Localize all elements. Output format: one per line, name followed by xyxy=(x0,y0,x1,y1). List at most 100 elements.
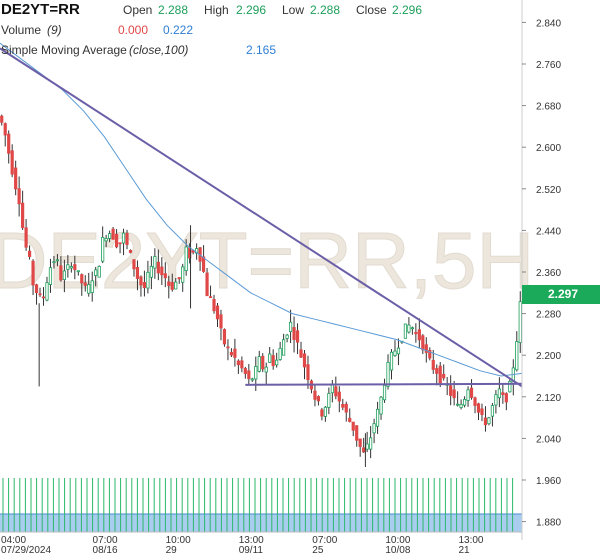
candle-up xyxy=(104,238,108,242)
candle-down xyxy=(421,335,425,351)
candle-down xyxy=(73,264,77,271)
candle-up xyxy=(52,261,56,264)
candle-down xyxy=(135,267,140,279)
candle-up xyxy=(330,384,334,394)
candle-up xyxy=(174,281,178,290)
candle-down xyxy=(240,360,244,369)
candle-up xyxy=(101,236,105,262)
candle-down xyxy=(21,202,25,228)
candle-down xyxy=(38,293,42,296)
descending-trendline[interactable] xyxy=(0,47,523,388)
y-tick-label: 2.360 xyxy=(536,268,561,279)
x-tick-time: 13:00 xyxy=(458,535,483,546)
candle-up xyxy=(62,270,66,280)
candle-up xyxy=(462,398,467,406)
candle-down xyxy=(473,397,477,406)
candle-down xyxy=(271,355,275,367)
candle-down xyxy=(233,348,237,358)
candle-down xyxy=(177,277,181,280)
candle-down xyxy=(212,298,216,312)
candle-up xyxy=(508,380,512,393)
time-axis[interactable]: 04:0007/29/202407:0008/1610:002913:0009/… xyxy=(0,531,522,556)
candle-down xyxy=(334,386,338,397)
y-tick-label: 2.520 xyxy=(536,185,561,196)
candle-down xyxy=(114,233,119,248)
candle-down xyxy=(341,403,345,408)
candle-up xyxy=(407,324,411,333)
candle-down xyxy=(469,387,474,398)
candle-down xyxy=(160,266,164,276)
y-tick-label: 2.760 xyxy=(536,60,561,71)
support-trendline[interactable] xyxy=(245,382,523,386)
candle-down xyxy=(483,417,488,426)
candle-up xyxy=(153,256,157,269)
candle-down xyxy=(476,403,481,413)
candle-down xyxy=(344,403,348,413)
x-tick-date: 08/16 xyxy=(93,545,118,556)
candle-up xyxy=(379,396,383,415)
y-tick-label: 2.280 xyxy=(536,310,561,321)
candle-down xyxy=(417,329,421,341)
price-axis[interactable]: 2.840 2.760 2.680 2.600 2.520 2.440 2.360 2.280… xyxy=(521,0,561,540)
candle-down xyxy=(24,227,28,248)
candle-up xyxy=(278,347,282,360)
last-price-tag: 2.297 xyxy=(522,285,600,304)
candle-down xyxy=(14,167,18,190)
candle-up xyxy=(76,270,80,273)
candle-up xyxy=(323,406,327,417)
candle-down xyxy=(355,425,359,441)
x-tick-date: 09/11 xyxy=(239,545,264,556)
candle-down xyxy=(306,364,310,381)
candle-up xyxy=(365,443,369,450)
candle-up xyxy=(490,405,495,417)
candle-down xyxy=(208,296,213,299)
y-tick-label: 2.600 xyxy=(536,143,561,154)
candle-down xyxy=(128,249,133,253)
x-tick-date: 10/08 xyxy=(385,545,410,556)
y-tick-label: 2.440 xyxy=(536,226,561,237)
candle-down xyxy=(243,368,247,374)
candle-down xyxy=(83,282,87,286)
candle-down xyxy=(348,417,352,422)
candle-down xyxy=(358,438,362,447)
candle-up xyxy=(121,232,126,244)
x-tick-date: 21 xyxy=(458,545,470,556)
candle-down xyxy=(501,392,505,396)
candle-down xyxy=(205,272,209,297)
candle-down xyxy=(201,256,206,272)
candle-up xyxy=(268,353,272,363)
y-tick-label: 2.840 xyxy=(536,18,561,29)
candle-down xyxy=(431,359,435,370)
candle-down xyxy=(31,260,35,286)
candle-down xyxy=(118,242,122,245)
candle-down xyxy=(442,373,446,379)
candle-up xyxy=(55,259,60,262)
candle-up xyxy=(327,393,331,408)
candle-up xyxy=(393,350,397,356)
candle-up xyxy=(403,323,408,339)
y-tick-label: 2.040 xyxy=(536,434,561,445)
candle-down xyxy=(59,265,63,281)
candle-down xyxy=(480,408,484,416)
candle-up xyxy=(264,366,268,373)
x-tick-date: 07/29/2024 xyxy=(1,545,51,556)
candle-up xyxy=(396,347,401,355)
candle-down xyxy=(362,447,366,453)
candle-down xyxy=(247,370,251,380)
candle-up xyxy=(288,321,293,333)
candle-up xyxy=(146,271,150,289)
candle-up xyxy=(375,408,380,427)
candle-up xyxy=(518,301,522,343)
candle-up xyxy=(459,403,463,408)
candle-down xyxy=(351,421,355,431)
x-tick-time: 10:00 xyxy=(385,535,410,546)
candle-up xyxy=(487,417,491,425)
candle-down xyxy=(170,282,174,290)
candle-up xyxy=(497,388,501,399)
candle-up xyxy=(282,339,286,356)
candle-down xyxy=(320,409,324,417)
candle-up xyxy=(410,327,414,330)
candle-up xyxy=(48,267,53,285)
candle-down xyxy=(424,344,428,353)
